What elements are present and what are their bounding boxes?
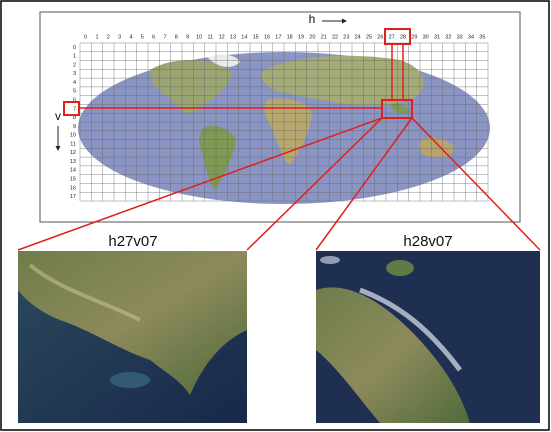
column-label: 28 [400,34,406,40]
image-island [386,260,414,276]
column-label: 25 [366,34,372,40]
column-label: 6 [152,34,155,40]
column-label: 23 [343,34,349,40]
tile-image [316,251,540,423]
row-label: 9 [73,124,76,130]
pointer-line [246,117,383,251]
pointer-line [17,117,383,251]
h-arrowhead [342,18,347,24]
row-label: 4 [73,80,76,86]
column-highlight [384,28,411,45]
tile-image [18,251,247,423]
column-label: 8 [175,34,178,40]
column-label: 10 [196,34,202,40]
column-label: 9 [186,34,189,40]
column-label: 2 [107,34,110,40]
h-axis-label: h [309,12,316,26]
column-label: 1 [95,34,98,40]
image-shallows [110,372,150,388]
column-label: 16 [264,34,270,40]
v-arrowhead [55,146,61,151]
image-land [18,251,247,395]
column-label: 30 [423,34,429,40]
column-label: 5 [141,34,144,40]
column-label: 18 [287,34,293,40]
column-label: 11 [207,34,213,40]
land-eurasia [261,55,424,106]
image-coast [28,263,141,322]
pointer-line [411,117,541,251]
column-label: 17 [275,34,281,40]
tile-label: h27v07 [108,233,157,250]
image-land [316,287,470,423]
image-clouds [320,256,340,264]
column-label: 21 [321,34,327,40]
column-label: 24 [355,34,361,40]
row-label: 13 [70,159,76,165]
v-axis-label: v [55,109,61,123]
column-label: 7 [163,34,166,40]
row-label: 2 [73,62,76,68]
column-label: 4 [129,34,132,40]
column-label: 13 [230,34,236,40]
row-label: 16 [70,185,76,191]
column-label: 33 [457,34,463,40]
row-label: 5 [73,89,76,95]
column-label: 26 [377,34,383,40]
image-clouds [359,287,462,372]
column-label: 34 [468,34,474,40]
column-label: 15 [253,34,259,40]
column-label: 22 [332,34,338,40]
row-label: 1 [73,54,76,60]
land-southeast-asia [390,103,410,115]
row-label: 10 [70,133,76,139]
column-label: 27 [389,34,395,40]
row-label: 3 [73,71,76,77]
tile-highlight [381,99,413,119]
column-label: 20 [309,34,315,40]
pointer-lines [17,44,541,251]
column-label: 19 [298,34,304,40]
row-label: 15 [70,177,76,183]
pointer-line [315,117,413,251]
row-label: 7 [73,106,76,112]
column-label: 32 [445,34,451,40]
row-label: 12 [70,150,76,156]
row-label: 11 [70,141,76,147]
column-label: 31 [434,34,440,40]
row-label: 17 [70,194,76,200]
column-label: 14 [241,34,247,40]
column-label: 3 [118,34,121,40]
column-label: 29 [411,34,417,40]
row-label: 6 [73,98,76,104]
land-south-america [199,125,236,190]
row-label: 8 [73,115,76,121]
column-label: 0 [84,34,87,40]
highlight-boxes [63,28,413,119]
column-label: 12 [219,34,225,40]
tile-label: h28v07 [403,233,452,250]
column-label: 35 [479,34,485,40]
row-label: 0 [73,45,76,51]
row-label: 14 [70,168,76,174]
